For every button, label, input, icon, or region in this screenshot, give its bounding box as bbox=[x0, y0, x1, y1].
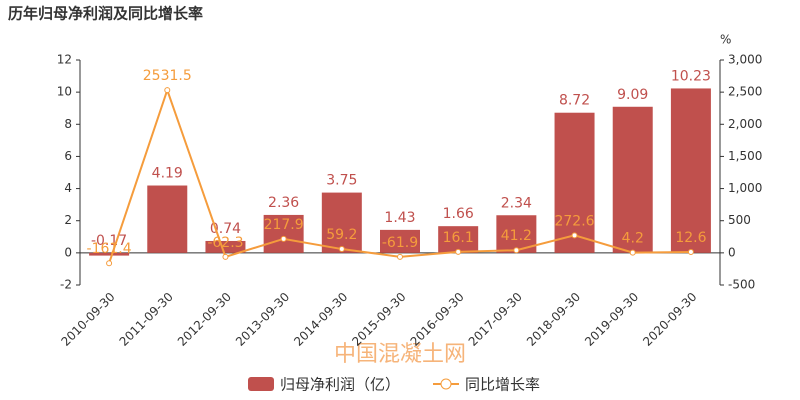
y-tick-label: 0 bbox=[64, 245, 72, 259]
line-value-label: -61.9 bbox=[382, 235, 418, 251]
legend-label: 同比增长率 bbox=[465, 376, 540, 394]
y2-tick-label: -500 bbox=[728, 278, 755, 292]
x-tick-label: 2017-09-30 bbox=[466, 290, 525, 349]
y2-tick-label: 3,000 bbox=[728, 53, 762, 67]
line-point bbox=[455, 248, 462, 255]
y-tick-label: 2 bbox=[64, 213, 72, 227]
bar-value-label: 3.75 bbox=[326, 173, 357, 189]
line-value-label: 4.2 bbox=[622, 231, 644, 247]
y-tick-label: 4 bbox=[64, 181, 72, 195]
y2-tick-label: 0 bbox=[728, 245, 736, 259]
bar bbox=[263, 214, 304, 253]
line-value-label: 12.6 bbox=[675, 230, 706, 246]
line-value-label: -62.3 bbox=[207, 235, 243, 251]
line-point bbox=[106, 260, 113, 267]
x-tick-label: 2012-09-30 bbox=[175, 290, 234, 349]
y2-tick-label: 1,000 bbox=[728, 181, 762, 195]
y2-unit: % bbox=[720, 33, 731, 47]
x-tick-label: 2015-09-30 bbox=[349, 290, 408, 349]
y2-tick-label: 500 bbox=[728, 213, 751, 227]
line-point bbox=[164, 87, 171, 94]
line-value-label: -161.4 bbox=[87, 241, 132, 257]
x-tick-label: 2016-09-30 bbox=[408, 290, 467, 349]
y-tick-label: 6 bbox=[64, 149, 72, 163]
line-value-label: 59.2 bbox=[326, 227, 357, 243]
line-point bbox=[629, 249, 636, 256]
bar-value-label: 1.66 bbox=[443, 206, 474, 222]
bar bbox=[670, 88, 711, 253]
bar-value-label: 9.09 bbox=[617, 87, 648, 103]
bar bbox=[438, 226, 479, 253]
legend-swatch bbox=[440, 378, 452, 390]
bar-value-label: 8.72 bbox=[559, 93, 590, 109]
x-tick-label: 2020-09-30 bbox=[640, 290, 699, 349]
x-tick-label: 2018-09-30 bbox=[524, 290, 583, 349]
bar bbox=[612, 106, 653, 253]
x-tick-label: 2014-09-30 bbox=[291, 290, 350, 349]
line-point bbox=[571, 232, 578, 239]
y2-tick-label: 1,500 bbox=[728, 149, 762, 163]
y-tick-label: 10 bbox=[57, 85, 72, 99]
y-tick-label: -2 bbox=[60, 278, 72, 292]
y-tick-label: 12 bbox=[57, 53, 72, 67]
line-value-label: 16.1 bbox=[443, 230, 474, 246]
y2-tick-label: 2,000 bbox=[728, 117, 762, 131]
y-tick-label: 8 bbox=[64, 117, 72, 131]
bar bbox=[321, 192, 362, 253]
bar bbox=[554, 112, 595, 253]
y2-tick-label: 2,500 bbox=[728, 85, 762, 99]
bar bbox=[380, 229, 420, 253]
line-point bbox=[397, 253, 403, 260]
bar bbox=[205, 240, 246, 253]
line-point bbox=[338, 246, 345, 253]
bar-value-label: 1.43 bbox=[384, 210, 415, 226]
x-tick-label: 2019-09-30 bbox=[582, 290, 641, 349]
line-point bbox=[222, 253, 229, 260]
bar-value-label: 2.36 bbox=[268, 195, 299, 211]
bar bbox=[89, 252, 130, 256]
line-value-label: 217.9 bbox=[264, 217, 304, 233]
bar-value-label: 4.19 bbox=[152, 166, 183, 182]
legend-swatch bbox=[248, 377, 274, 391]
line-value-label: 2531.5 bbox=[143, 68, 192, 84]
bar-value-label: 2.34 bbox=[501, 195, 532, 211]
bar-value-label: 10.23 bbox=[671, 68, 711, 84]
x-tick-label: 2011-09-30 bbox=[117, 290, 176, 349]
line-point bbox=[513, 247, 520, 254]
chart-title: 历年归母净利润及同比增长率 bbox=[8, 5, 203, 23]
legend-label: 归母净利润（亿） bbox=[280, 376, 400, 394]
line-point bbox=[280, 235, 287, 242]
x-tick-label: 2013-09-30 bbox=[233, 290, 292, 349]
line-value-label: 272.6 bbox=[554, 213, 594, 229]
line-value-label: 41.2 bbox=[501, 228, 532, 244]
watermark: 中国混凝土网 bbox=[334, 342, 466, 367]
x-tick-label: 2010-09-30 bbox=[58, 290, 117, 349]
line-point bbox=[687, 249, 694, 256]
bar bbox=[147, 185, 188, 253]
